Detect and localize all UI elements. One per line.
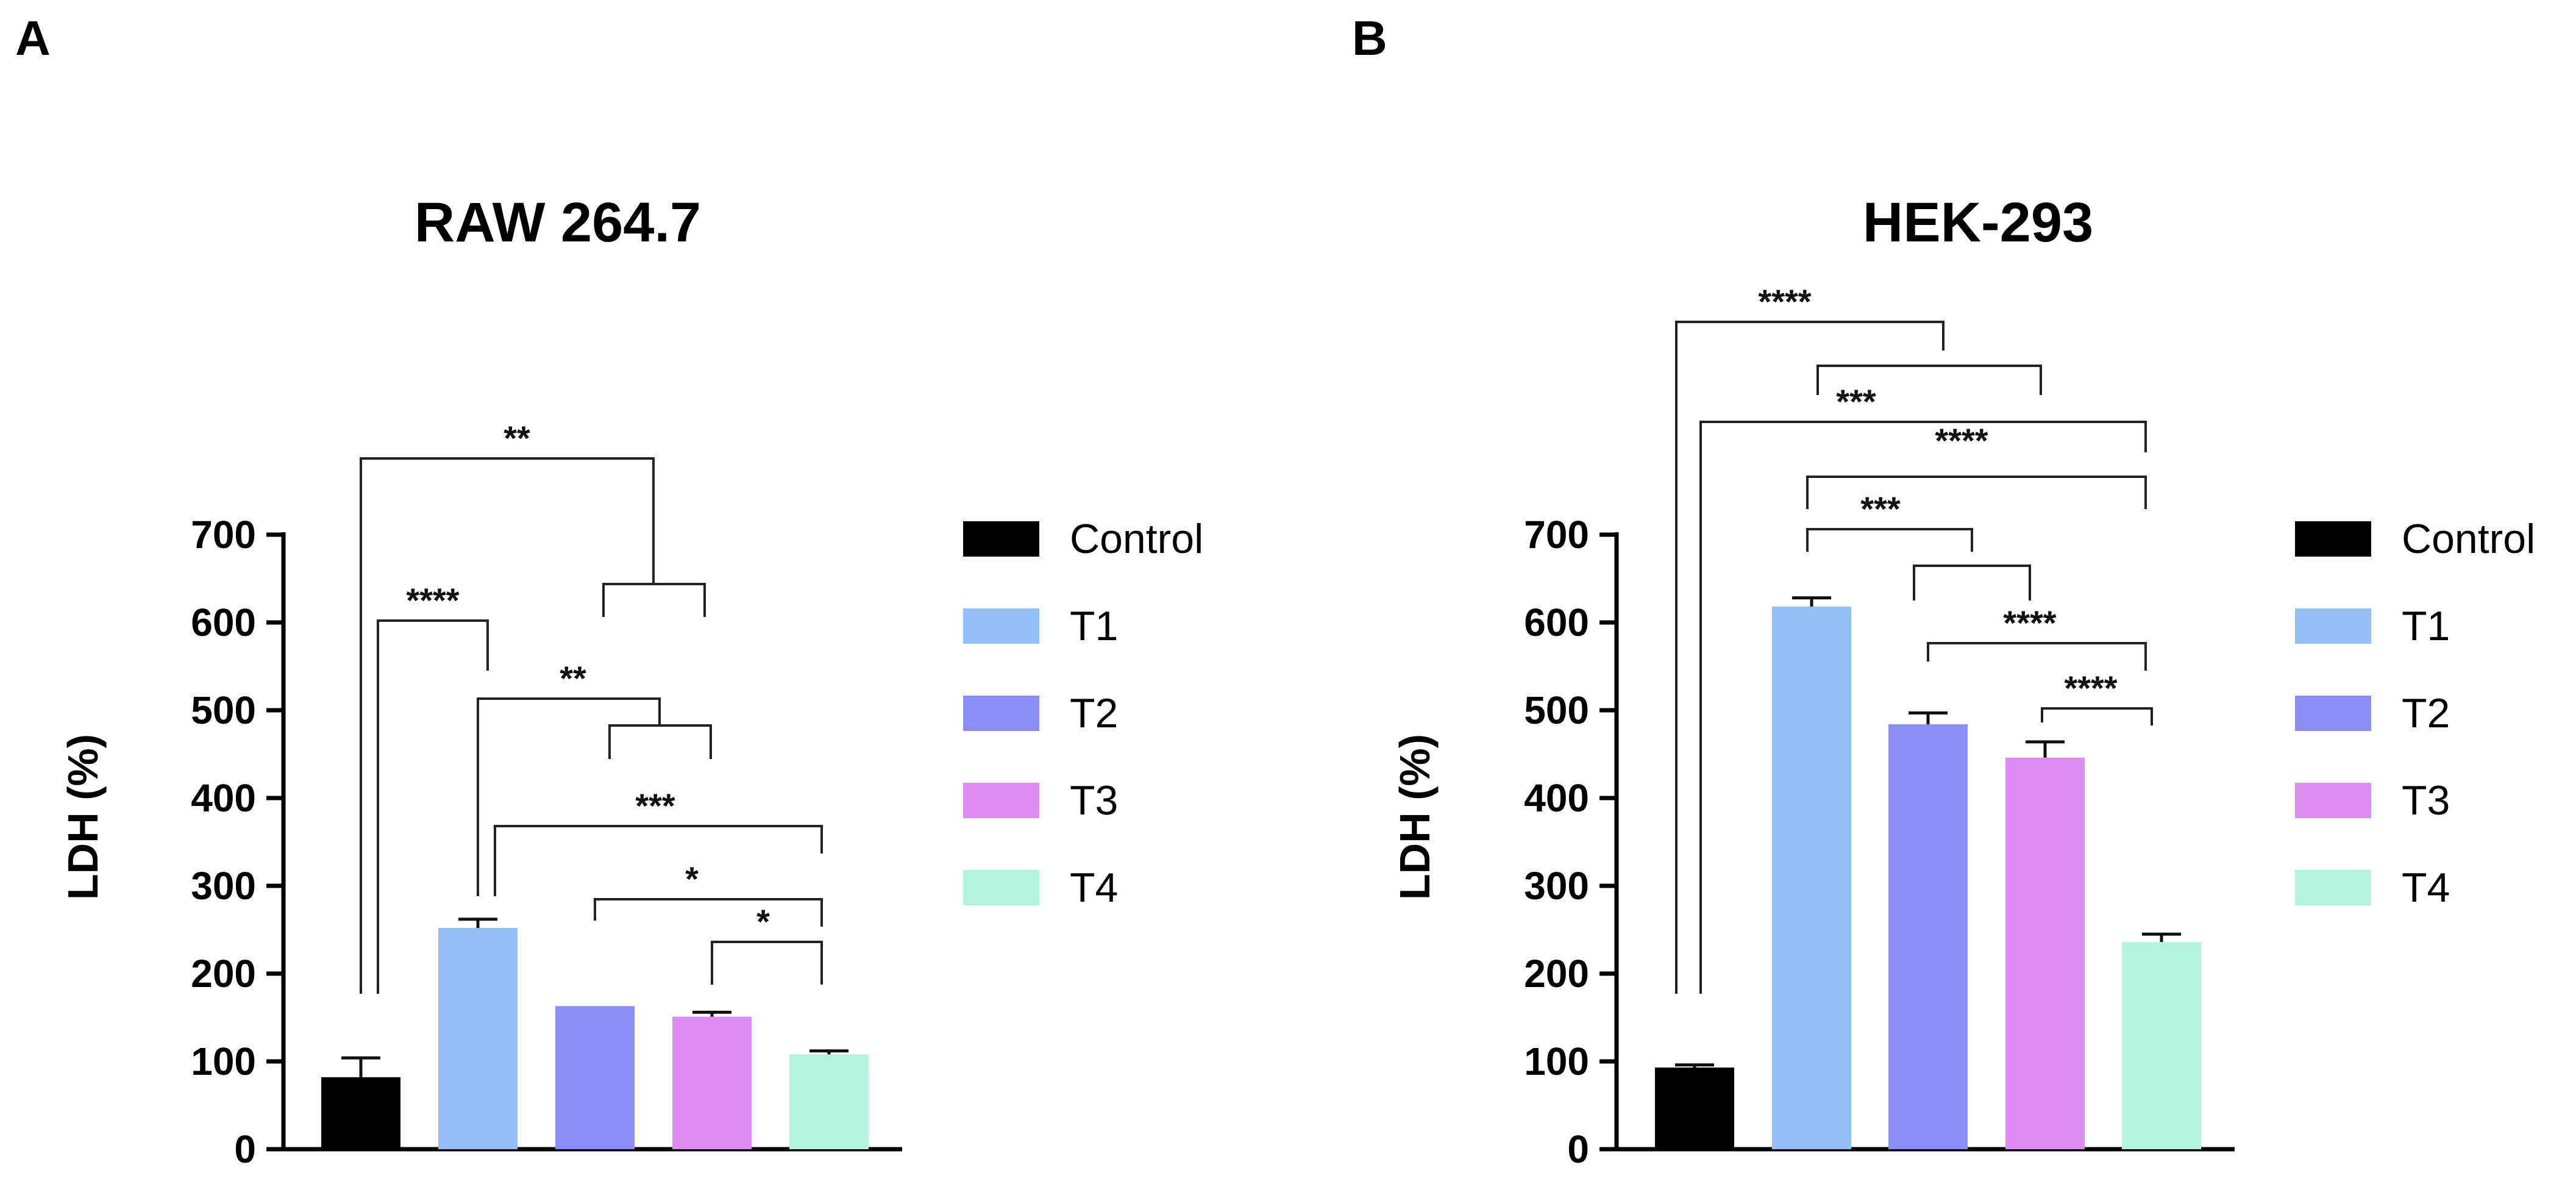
chart-a-ytick-label: 300: [191, 864, 256, 908]
chart-a-bar-t2: [555, 1006, 635, 1149]
chart-a-ylabel: LDH (%): [59, 734, 107, 900]
chart-b-sig-bracket: [1913, 565, 2031, 601]
chart-a-sig-bracket: [608, 724, 712, 759]
chart-a-ytick-label: 100: [191, 1039, 256, 1083]
chart-b-sig-bracket: [1927, 642, 2147, 671]
chart-a-ytick-label: 700: [191, 513, 256, 557]
chart-b-bar-t1: [1772, 607, 1851, 1149]
chart-a-sig-label: ***: [635, 786, 675, 825]
panel-letter-a: A: [15, 11, 51, 65]
legend-b-label-control: Control: [2402, 516, 2535, 562]
chart-b-sig-bracket: [2041, 707, 2153, 725]
chart-b-ytick-label: 500: [1524, 688, 1589, 732]
chart-a-ytick-label: 600: [191, 601, 256, 644]
chart-a-sig-bracket: [377, 619, 489, 994]
chart-a-sig-label: *: [685, 860, 699, 898]
chart-a-sig-label: ****: [406, 581, 459, 619]
chart-b-ytick-label: 100: [1524, 1039, 1589, 1083]
chart-a-sig-label: **: [560, 659, 586, 697]
legend-a-swatch-t3: [963, 783, 1039, 818]
legend-a: Control T1 T2 T3 T4: [963, 516, 1203, 911]
chart-a-bar-t4: [789, 1054, 869, 1149]
chart-a-ytick-label: 400: [191, 776, 256, 820]
chart-a-sig-bracket: [594, 898, 823, 927]
chart-a-sig-bracket: [602, 583, 706, 617]
panel-letter-b: B: [1352, 11, 1387, 65]
chart-b-sig-bracket: [1806, 476, 2147, 509]
chart-b-ylabel: LDH (%): [1391, 734, 1439, 900]
legend-a-label-t4: T4: [1070, 864, 1118, 911]
chart-b-bar-t4: [2122, 942, 2201, 1149]
legend-b-swatch-control: [2295, 521, 2371, 557]
chart-b-sig-label: ****: [2003, 604, 2056, 642]
chart-b-ytick-label: 700: [1524, 513, 1589, 557]
chart-a-title: RAW 264.7: [415, 191, 701, 254]
legend-b-swatch-t2: [2295, 696, 2371, 731]
chart-a-sig-label: **: [503, 419, 530, 457]
chart-b-sig-label: ****: [1758, 282, 1811, 321]
chart-a-sig-bracket: [711, 941, 823, 985]
chart-a-bar-t1: [438, 928, 518, 1149]
legend-a-swatch-t2: [963, 696, 1039, 731]
chart-a-bar-control: [321, 1077, 400, 1149]
legend-b: Control T1 T2 T3 T4: [2295, 516, 2535, 911]
legend-b-swatch-t4: [2295, 870, 2371, 905]
legend-a-label-t2: T2: [1070, 690, 1118, 736]
chart-b-sig-bracket: [1675, 321, 1944, 994]
chart-a-sig-label: *: [756, 902, 770, 941]
chart-b-ytick-label: 0: [1567, 1127, 1589, 1171]
chart-a-sig-bracket: [477, 697, 661, 896]
chart-a-bar-t3: [672, 1016, 752, 1149]
legend-a-swatch-t1: [963, 608, 1039, 644]
chart-b-bar-control: [1655, 1068, 1734, 1149]
chart-b-sig-bracket: [1699, 421, 2147, 994]
legend-a-label-control: Control: [1070, 516, 1203, 562]
chart-b-sig-bracket: [1816, 365, 2042, 395]
chart-b-sig-label: ***: [1836, 382, 1876, 421]
chart-b-ytick-label: 400: [1524, 776, 1589, 820]
legend-a-label-t3: T3: [1070, 777, 1118, 824]
legend-b-label-t1: T1: [2402, 603, 2450, 649]
legend-a-label-t1: T1: [1070, 603, 1118, 649]
chart-b-sig-bracket: [1806, 528, 1973, 552]
legend-b-swatch-t1: [2295, 608, 2371, 644]
legend-b-label-t4: T4: [2402, 864, 2450, 911]
legend-b-label-t3: T3: [2402, 777, 2450, 824]
chart-a-ytick-label: 200: [191, 952, 256, 996]
legend-a-swatch-t4: [963, 870, 1039, 905]
chart-b-sig-label: ****: [2064, 669, 2117, 707]
chart-a-sig-bracket: [494, 825, 823, 896]
chart-a-ytick-label: 500: [191, 688, 256, 732]
chart-b-sig-label: ****: [1935, 421, 1988, 460]
chart-b-sig-label: ***: [1860, 490, 1901, 528]
chart-b-title: HEK-293: [1863, 191, 2093, 254]
chart-b-ytick-label: 600: [1524, 601, 1589, 644]
chart-b: 0100200300400500600700******************…: [1524, 282, 2235, 1171]
chart-b-ytick-label: 200: [1524, 952, 1589, 996]
legend-b-label-t2: T2: [2402, 690, 2450, 736]
chart-b-ytick-label: 300: [1524, 864, 1589, 908]
legend-a-swatch-control: [963, 521, 1039, 557]
chart-a-ytick-label: 0: [234, 1127, 256, 1171]
chart-a-sig-bracket: [360, 457, 655, 994]
chart-b-bar-t2: [1888, 724, 1968, 1149]
legend-b-swatch-t3: [2295, 783, 2371, 818]
chart-b-bar-t3: [2005, 757, 2085, 1149]
